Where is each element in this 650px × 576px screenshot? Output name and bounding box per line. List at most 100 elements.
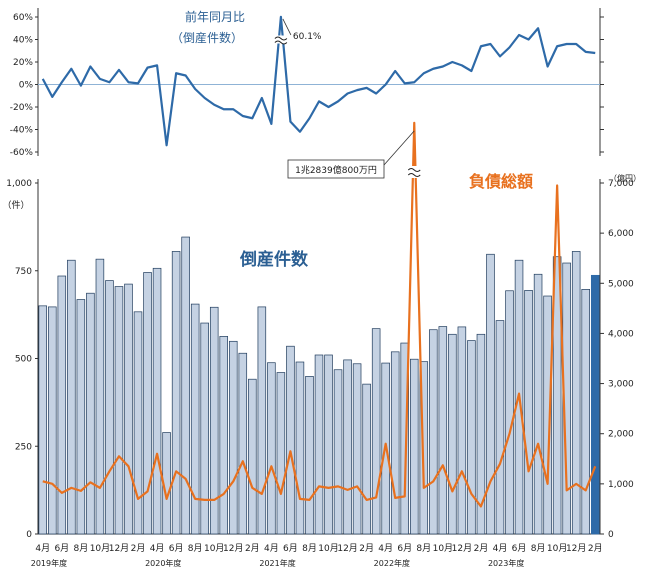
bar: [314, 354, 324, 535]
top-tick-label: -20%: [10, 103, 34, 113]
top-tick-label: 0%: [19, 81, 34, 91]
right-tick-label: 2,000: [608, 430, 634, 440]
x-month-label: 10月: [204, 543, 224, 554]
debt-series-label: 負債総額: [469, 172, 533, 191]
bar: [448, 333, 457, 535]
bar: [533, 273, 543, 535]
top-tick-label: 20%: [13, 58, 33, 68]
x-month-label: 12月: [566, 543, 586, 554]
yoy-line: [41, 15, 596, 147]
bar: [76, 299, 86, 535]
x-month-label: 4月: [35, 543, 50, 554]
debt-line: [42, 121, 597, 508]
bar: [57, 275, 67, 535]
left-axis-unit: （件）: [2, 199, 29, 211]
bar: [552, 256, 562, 535]
x-year-label: 2020年度: [145, 558, 181, 568]
bar: [200, 322, 209, 535]
spike-leader: [383, 130, 415, 166]
x-year-label: 2019年度: [31, 558, 67, 568]
bar: [171, 251, 181, 535]
x-month-label: 12月: [223, 543, 243, 554]
bottom-break-mark: [407, 168, 421, 177]
bar: [352, 363, 362, 535]
x-month-label: 4月: [264, 543, 279, 554]
bar: [286, 345, 295, 535]
yoy-annotation-label: 60.1%: [293, 32, 322, 42]
bar: [438, 326, 448, 535]
x-month-label: 12月: [452, 543, 472, 554]
x-year-label: 2022年度: [374, 558, 410, 568]
yoy-annotation-leader: [282, 18, 292, 36]
bar: [124, 283, 133, 535]
x-month-label: 6月: [283, 543, 298, 554]
bar: [476, 333, 486, 535]
bar: [581, 289, 590, 535]
x-month-label: 10月: [318, 543, 338, 554]
x-month-label: 4月: [150, 543, 165, 554]
spike-label-box: [287, 159, 385, 179]
x-month-label: 2月: [131, 543, 146, 554]
bar: [152, 267, 162, 535]
right-tick-label: 4,000: [608, 329, 634, 339]
x-month-label: 6月: [169, 543, 184, 554]
x-month-label: 10月: [547, 543, 567, 554]
bar: [543, 295, 552, 535]
bar: [229, 340, 238, 535]
bar: [333, 369, 343, 535]
bar: [257, 306, 267, 535]
x-month-label: 8月: [73, 543, 88, 554]
bar: [219, 336, 229, 535]
bar: [95, 258, 105, 535]
right-tick-label: 5,000: [608, 279, 634, 289]
bar: [324, 354, 333, 535]
x-year-label: 2023年度: [488, 558, 524, 568]
x-year-label: 2021年度: [259, 558, 295, 568]
right-tick-label: 1,000: [608, 480, 634, 490]
x-month-label: 12月: [337, 543, 357, 554]
bar: [105, 280, 114, 535]
left-tick-label: 250: [15, 442, 32, 452]
right-tick-label: 3,000: [608, 380, 634, 390]
left-tick-label: 750: [15, 267, 32, 277]
x-month-label: 10月: [433, 543, 453, 554]
bar: [457, 326, 467, 535]
x-month-label: 6月: [54, 543, 69, 554]
bar: [467, 340, 476, 535]
left-tick-label: 500: [15, 355, 32, 365]
top-break-mark: [274, 36, 288, 45]
bar: [362, 383, 371, 535]
top-break-bg: [273, 35, 288, 44]
bar: [190, 303, 200, 535]
x-month-label: 2月: [588, 543, 603, 554]
bar: [400, 342, 409, 535]
bar: [571, 251, 581, 535]
x-month-label: 8月: [302, 543, 317, 554]
x-month-label: 8月: [531, 543, 546, 554]
bar: [305, 376, 314, 535]
x-month-label: 2月: [359, 543, 374, 554]
bar-latest: [590, 274, 600, 535]
x-month-label: 6月: [512, 543, 527, 554]
right-tick-label: 7,000: [608, 179, 634, 189]
bar: [495, 320, 505, 535]
bar: [371, 328, 381, 535]
x-month-label: 4月: [378, 543, 393, 554]
bar: [429, 329, 438, 535]
bar: [390, 351, 400, 535]
bar: [238, 352, 248, 535]
right-tick-label: 0: [608, 530, 614, 540]
bar: [38, 305, 48, 535]
right-tick-label: 6,000: [608, 229, 634, 239]
bar: [295, 361, 305, 535]
bar: [181, 236, 190, 535]
bar: [143, 272, 152, 535]
left-tick-label: 0: [26, 530, 32, 540]
bar: [86, 292, 95, 535]
bar: [67, 259, 76, 535]
bar: [524, 290, 533, 535]
top-tick-label: -40%: [10, 126, 34, 136]
left-tick-label: 1,000: [6, 179, 32, 189]
